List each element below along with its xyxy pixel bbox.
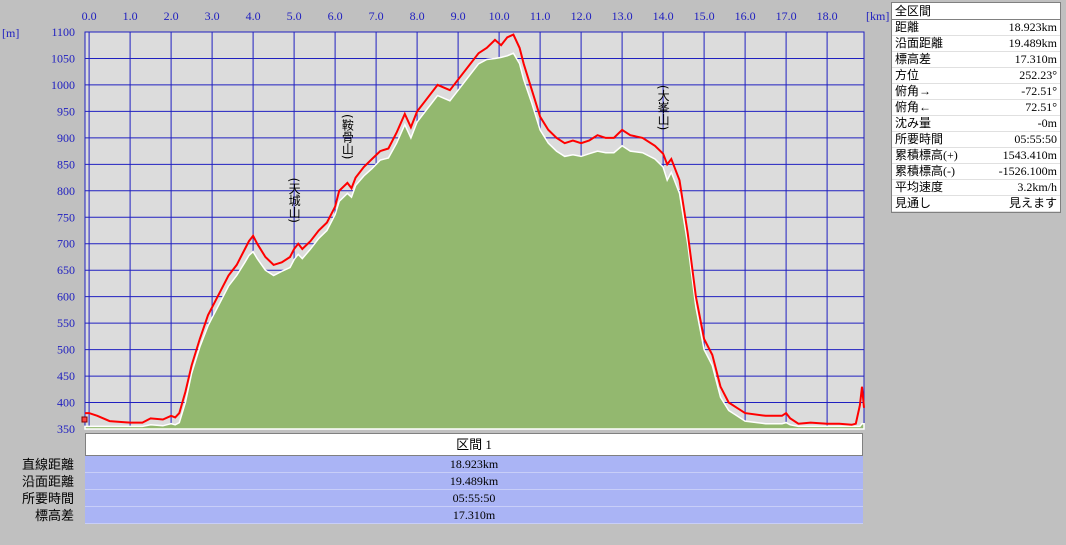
y-tick-label: 600 [57, 290, 75, 304]
section-labels: 直線距離沿面距離所要時間標高差 [0, 456, 80, 524]
summary-row: 俯角← 72.51° [892, 100, 1060, 116]
x-tick-label: 2.0 [164, 9, 179, 23]
summary-label: 累積標高(-) [895, 164, 955, 178]
section-value: 18.923km [85, 456, 863, 473]
summary-row: 見通し 見えます [892, 196, 1060, 212]
x-unit-label: [km] [866, 9, 889, 23]
y-tick-label: 750 [57, 210, 75, 224]
section-value: 05:55:50 [85, 490, 863, 507]
summary-row: 方位 252.23° [892, 68, 1060, 84]
peak-label: (大峯山) [656, 85, 670, 130]
section-value: 17.310m [85, 507, 863, 524]
y-tick-label: 800 [57, 184, 75, 198]
summary-label: 標高差 [895, 52, 932, 66]
summary-label: 沿面距離 [895, 36, 944, 50]
summary-value: 見えます [1008, 196, 1057, 210]
summary-value: -0m [1037, 116, 1057, 130]
x-tick-label: 6.0 [328, 9, 343, 23]
summary-label: 見通し [895, 196, 932, 210]
summary-label: 平均速度 [895, 180, 944, 194]
x-tick-label: 12.0 [571, 9, 592, 23]
y-tick-label: 1000 [51, 78, 75, 92]
summary-row: 距離 18.923km [892, 20, 1060, 36]
y-tick-label: 650 [57, 263, 75, 277]
x-tick-label: 1.0 [123, 9, 138, 23]
route-elevation-line [85, 33, 865, 426]
start-marker [81, 416, 88, 423]
summary-row: 平均速度 3.2km/h [892, 180, 1060, 196]
y-tick-label: 350 [57, 422, 75, 436]
x-tick-label: 14.0 [653, 9, 674, 23]
x-tick-label: 10.0 [489, 9, 510, 23]
terrain-area [84, 52, 865, 430]
summary-row: 所要時間 05:55:50 [892, 132, 1060, 148]
section-label: 標高差 [34, 508, 74, 523]
summary-label: 俯角← [895, 100, 932, 114]
x-tick-label: 13.0 [612, 9, 633, 23]
section-label: 沿面距離 [21, 474, 74, 489]
x-tick-label: 4.0 [246, 9, 261, 23]
peak-label: (鞍骨山) [340, 114, 354, 159]
y-tick-label: 900 [57, 131, 75, 145]
summary-label: 距離 [895, 20, 920, 34]
peak-label: (天城山) [287, 178, 301, 223]
y-tick-label: 550 [57, 316, 75, 330]
y-tick-labels: 350 400 450 500 550 600 650 700 750 800 850 900 950 1… [51, 25, 75, 436]
x-tick-label: 5.0 [287, 9, 302, 23]
y-tick-label: 850 [57, 157, 75, 171]
summary-value: 3.2km/h [1017, 180, 1057, 194]
summary-value: 252.23° [1019, 68, 1057, 82]
summary-row: 累積標高(+) 1543.410m [892, 148, 1060, 164]
summary-row: 俯角→ -72.51° [892, 84, 1060, 100]
y-tick-label: 500 [57, 343, 75, 357]
peak-labels: (天城山) (鞍骨山) (大峯山) [287, 85, 670, 223]
x-tick-label: 11.0 [530, 9, 551, 23]
x-tick-label: 0.0 [82, 9, 97, 23]
summary-value: 17.310m [1014, 52, 1057, 66]
y-tick-label: 950 [57, 104, 75, 118]
elevation-line [85, 33, 865, 426]
x-tick-label: 17.0 [776, 9, 797, 23]
terrain-fill [84, 52, 865, 430]
summary-label: 方位 [895, 68, 920, 82]
summary-row: 沿面距離 19.489km [892, 36, 1060, 52]
section-label: 所要時間 [21, 491, 74, 506]
section-header[interactable]: 区間 1 [85, 433, 863, 456]
x-tick-label: 16.0 [735, 9, 756, 23]
summary-title: 全区間 [892, 3, 1060, 20]
section-values: 18.923km 19.489km 05:55:50 17.310m [85, 456, 863, 524]
summary-value: 05:55:50 [1014, 132, 1057, 146]
x-tick-label: 9.0 [451, 9, 466, 23]
summary-value: 18.923km [1008, 20, 1057, 34]
y-tick-label: 1050 [51, 51, 75, 65]
y-tick-label: 1100 [51, 25, 75, 39]
summary-value: 19.489km [1008, 36, 1057, 50]
summary-value: -1526.100m [998, 164, 1057, 178]
x-tick-label: 15.0 [694, 9, 715, 23]
y-unit-label: [m] [2, 26, 19, 40]
summary-value: -72.51° [1021, 84, 1057, 98]
summary-label: 所要時間 [895, 132, 944, 146]
summary-panel: 全区間 距離 18.923km 沿面距離 19.489km 標高差 17.310m 方位 25… [891, 2, 1061, 213]
y-tick-label: 700 [57, 237, 75, 251]
x-tick-label: 7.0 [369, 9, 384, 23]
summary-label: 累積標高(+) [895, 148, 958, 162]
section-label: 直線距離 [21, 457, 74, 472]
summary-row: 沈み量 -0m [892, 116, 1060, 132]
section-value: 19.489km [85, 473, 863, 490]
y-tick-label: 450 [57, 369, 75, 383]
x-tick-label: 3.0 [205, 9, 220, 23]
x-tick-label: 8.0 [410, 9, 425, 23]
summary-label: 沈み量 [895, 116, 932, 130]
summary-row: 標高差 17.310m [892, 52, 1060, 68]
y-tick-label: 400 [57, 396, 75, 410]
summary-row: 累積標高(-) -1526.100m [892, 164, 1060, 180]
x-tick-label: 18.0 [817, 9, 838, 23]
summary-value: 1543.410m [1002, 148, 1057, 162]
x-tick-labels: 0.0 1.0 2.0 3.0 4.0 5.0 6.0 7.0 8.0 9.0 10.0 11.0 12… [82, 9, 838, 23]
summary-value: 72.51° [1025, 100, 1057, 114]
summary-label: 俯角→ [895, 84, 932, 98]
